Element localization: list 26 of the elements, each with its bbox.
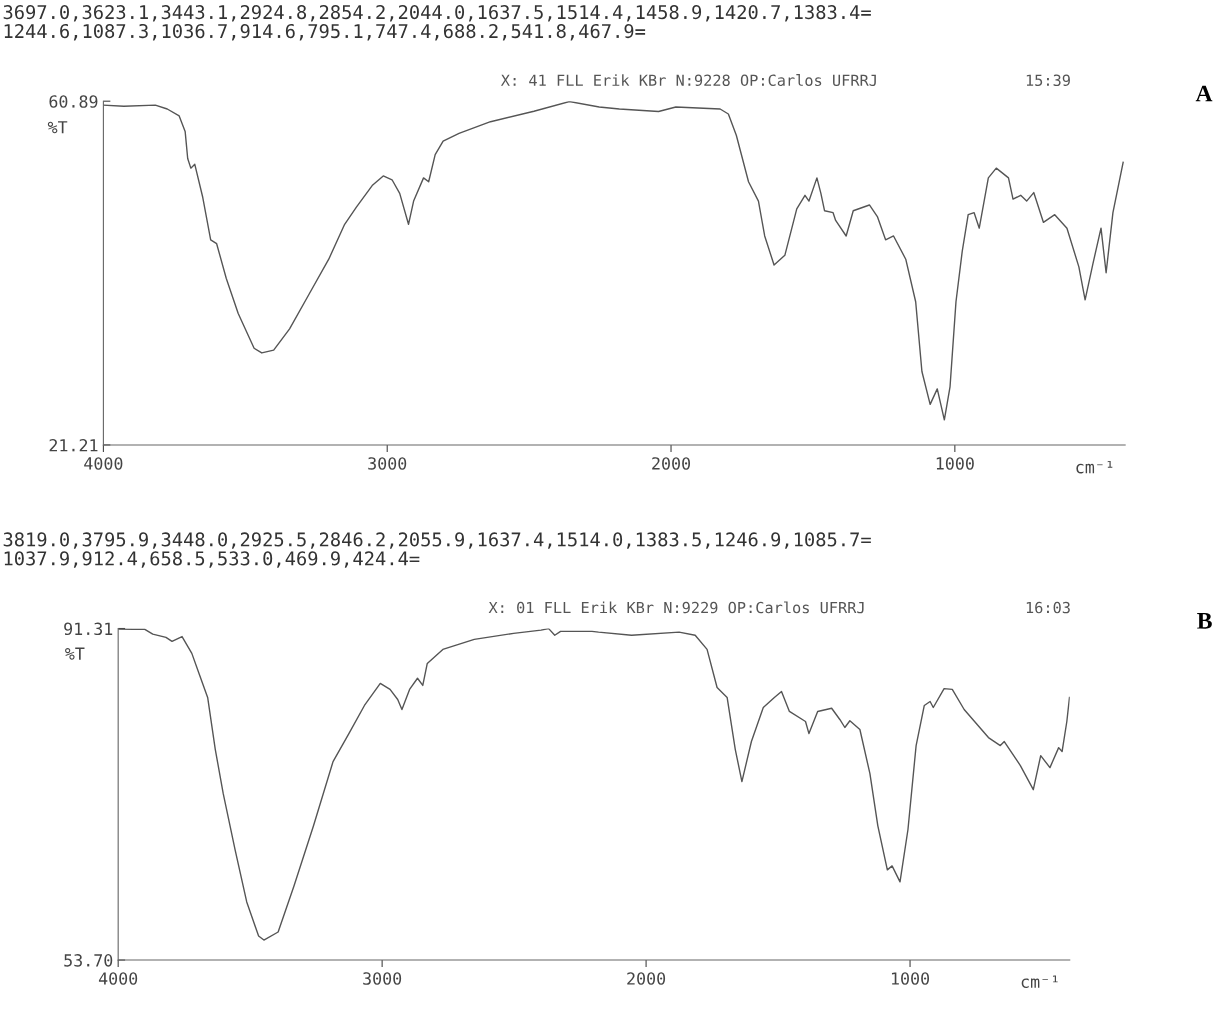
text: 16:03 <box>1026 601 1070 614</box>
x-tick-label: 4000 <box>98 972 138 985</box>
x-axis-title: cm⁻¹ <box>1076 460 1113 474</box>
chart-title: 3697.0,3623.1,3443.1,2924.8,2854.2,2044.0,1637.5,1514.4,1458.9,1420.7,1383.4= 1244.6,1087.3,1036.7,914.6,795.1,747.4,688.2,541.8,467.9= <box>3 5 871 41</box>
y-tick-label: 91.31 <box>64 622 113 636</box>
line-series <box>103 101 1124 421</box>
chart-title: 3819.0,3795.9,3448.0,2925.5,2846.2,2055.9,1637.4,1514.0,1383.5,1246.9,1085.7= 1037.9,912.4,658.5,533.0,469.9,424.4= <box>3 532 871 568</box>
x-tick-label: 2000 <box>627 972 666 985</box>
x-tick-label: 3000 <box>363 972 402 985</box>
x-tick-label: 1000 <box>891 972 930 985</box>
line-series <box>118 628 1070 941</box>
y-tick-label: 21.21 <box>49 438 98 452</box>
x-tick-label: 2000 <box>652 457 691 470</box>
y-tick-label: 53.70 <box>64 954 113 967</box>
text: 15:39 <box>1026 74 1070 87</box>
text: B <box>1197 613 1212 629</box>
x-tick-label: 3000 <box>368 457 407 470</box>
y-tick-label: 60.89 <box>49 95 98 108</box>
chart-subtitle: X: 41 FLL Erik KBr N:9228 OP:Carlos UFRRJ <box>500 74 876 87</box>
chart-subtitle: X: 01 FLL Erik KBr N:9229 OP:Carlos UFRRJ <box>488 601 864 614</box>
text: A <box>1195 85 1213 102</box>
x-tick-label: 1000 <box>936 457 974 470</box>
x-tick-label: 4000 <box>84 457 123 470</box>
x-axis-title: cm⁻¹ <box>1021 975 1058 988</box>
y-axis-title: %T <box>65 647 85 660</box>
y-axis-title: %T <box>47 121 68 134</box>
